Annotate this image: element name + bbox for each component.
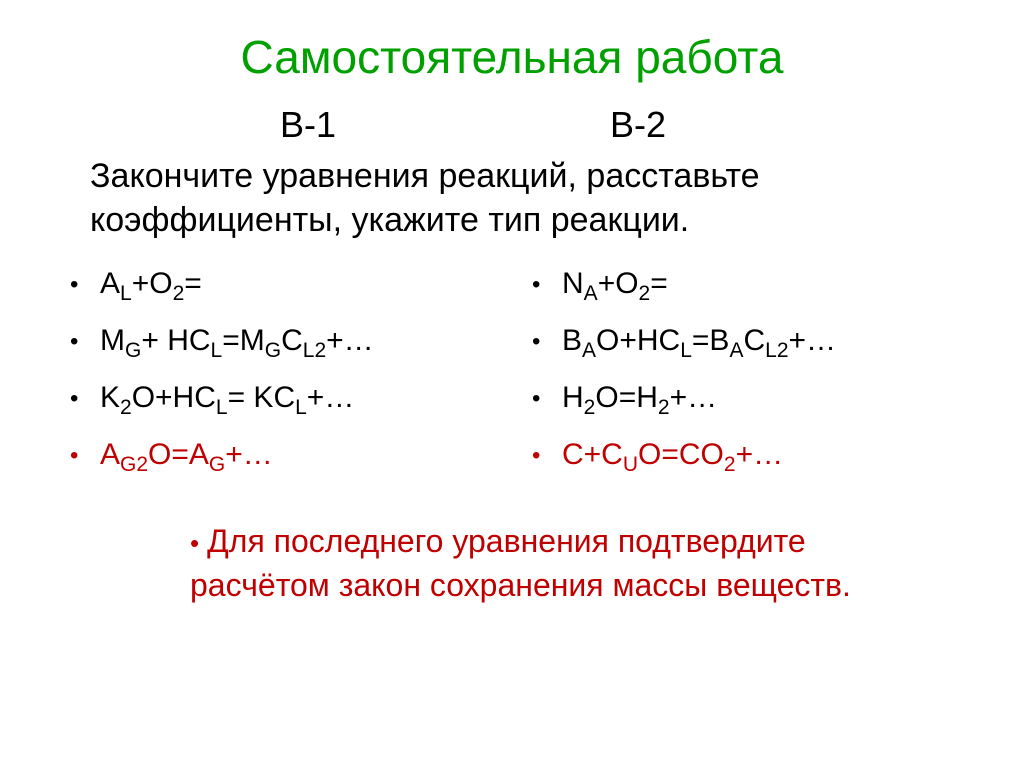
eq-v2-1: • NA+O2=: [532, 267, 954, 306]
eq-v2-2: • BAO+HCL=BACL2+…: [532, 324, 954, 363]
slide-title: Самостоятельная работа: [50, 30, 974, 84]
footer-text: Для последнего уравнения подтвердите рас…: [190, 523, 851, 602]
bullet-icon: •: [70, 328, 78, 356]
equation-columns: • AL+O2= • MG+ HCL=MGCL2+… • K2O+HCL= KC…: [70, 267, 954, 495]
variant-row: В-1 В-2: [50, 104, 974, 154]
eq-v1-3: • K2O+HCL= KCL+…: [70, 381, 492, 420]
bullet-icon: •: [532, 328, 540, 356]
eq-v1-1: • AL+O2=: [70, 267, 492, 306]
column-variant-2: • NA+O2= • BAO+HCL=BACL2+… • H2O=H2+… • …: [512, 267, 954, 495]
variant-1-label: В-1: [280, 104, 336, 146]
bullet-icon: •: [70, 442, 78, 470]
footer-instruction: •Для последнего уравнения подтвердите ра…: [190, 520, 934, 606]
eq-v1-4: • AG2O=AG+…: [70, 438, 492, 477]
eq-v2-3: • H2O=H2+…: [532, 381, 954, 420]
eq-v2-4: • C+CUO=CO2+…: [532, 438, 954, 477]
bullet-icon: •: [532, 271, 540, 299]
bullet-icon: •: [70, 271, 78, 299]
slide-container: Самостоятельная работа В-1 В-2 Закончите…: [0, 0, 1024, 627]
bullet-icon: •: [532, 385, 540, 413]
eq-v1-2: • MG+ HCL=MGCL2+…: [70, 324, 492, 363]
bullet-icon: •: [532, 442, 540, 470]
bullet-icon: •: [190, 528, 199, 558]
variant-2-label: В-2: [610, 104, 666, 146]
column-variant-1: • AL+O2= • MG+ HCL=MGCL2+… • K2O+HCL= KC…: [70, 267, 512, 495]
bullet-icon: •: [70, 385, 78, 413]
instruction-text: Закончите уравнения реакций, расставьте …: [90, 154, 954, 242]
